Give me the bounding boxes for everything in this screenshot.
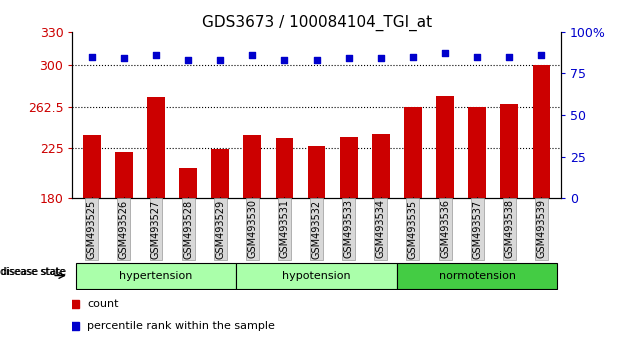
Text: GSM493538: GSM493538 — [504, 200, 514, 258]
Bar — [180, 168, 197, 198]
Text: GSM493536: GSM493536 — [440, 200, 450, 258]
Text: GSM493530: GSM493530 — [248, 200, 257, 258]
Point — [87, 54, 97, 59]
Point — [119, 56, 129, 61]
Text: GSM493527: GSM493527 — [151, 200, 161, 259]
Point — [183, 57, 193, 63]
Bar — [147, 97, 165, 198]
Point — [375, 56, 386, 61]
Text: hypotension: hypotension — [282, 270, 351, 281]
Title: GDS3673 / 100084104_TGI_at: GDS3673 / 100084104_TGI_at — [202, 14, 432, 30]
Text: GSM493533: GSM493533 — [344, 200, 353, 258]
Bar — [500, 104, 518, 198]
Text: GSM493526: GSM493526 — [119, 200, 129, 259]
Bar — [115, 152, 133, 198]
Bar — [212, 149, 229, 198]
Point — [248, 52, 258, 58]
Point — [343, 56, 353, 61]
Bar — [244, 135, 261, 198]
Bar — [397, 263, 558, 289]
Bar — [340, 137, 358, 198]
Bar — [236, 263, 397, 289]
Bar — [532, 65, 550, 198]
Bar — [404, 107, 421, 198]
Bar — [275, 138, 294, 198]
Text: GSM493531: GSM493531 — [280, 200, 289, 258]
Text: GSM493528: GSM493528 — [183, 200, 193, 259]
Text: disease state: disease state — [0, 267, 65, 277]
Point — [280, 57, 290, 63]
Text: GSM493534: GSM493534 — [376, 200, 386, 258]
Point — [408, 54, 418, 59]
Point — [472, 54, 482, 59]
Point — [312, 57, 322, 63]
Point — [151, 52, 161, 58]
Point — [440, 51, 450, 56]
Bar — [76, 263, 236, 289]
Text: hypertension: hypertension — [119, 270, 193, 281]
Bar — [372, 134, 389, 198]
Bar — [307, 146, 326, 198]
Text: disease state: disease state — [1, 267, 67, 277]
Text: GSM493532: GSM493532 — [312, 200, 321, 259]
Text: count: count — [87, 299, 118, 309]
Text: normotension: normotension — [438, 270, 516, 281]
Point — [215, 57, 226, 63]
Point — [536, 52, 546, 58]
Text: percentile rank within the sample: percentile rank within the sample — [87, 321, 275, 331]
Text: GSM493525: GSM493525 — [87, 200, 97, 259]
Text: GSM493529: GSM493529 — [215, 200, 225, 259]
Text: GSM493539: GSM493539 — [536, 200, 546, 258]
Text: GSM493537: GSM493537 — [472, 200, 482, 259]
Point — [504, 54, 514, 59]
Bar — [83, 135, 101, 198]
Text: GSM493535: GSM493535 — [408, 200, 418, 259]
Bar — [436, 96, 454, 198]
Bar — [468, 107, 486, 198]
